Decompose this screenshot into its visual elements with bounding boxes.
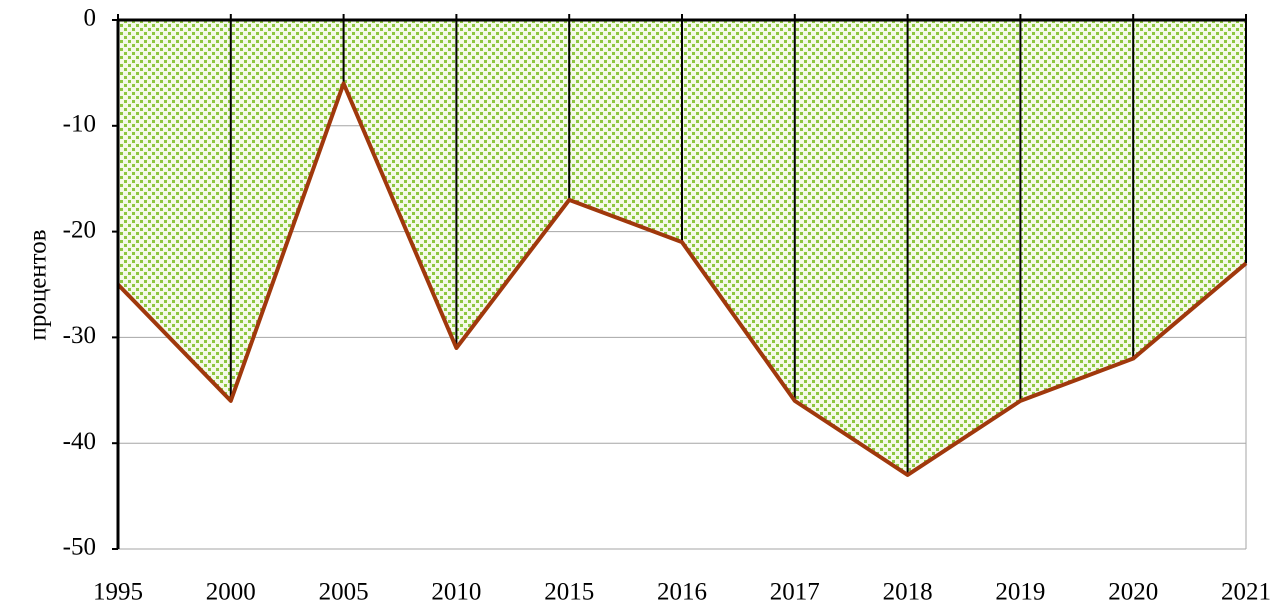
- area-fill: [118, 20, 1246, 475]
- x-tick-label: 2020: [1108, 579, 1158, 606]
- y-tick-label: 0: [84, 5, 97, 32]
- y-axis-label: процентов: [25, 229, 52, 340]
- x-tick-label: 1995: [93, 579, 143, 606]
- x-tick-label: 2015: [544, 579, 594, 606]
- y-tick-label: -40: [63, 428, 96, 455]
- y-tick-label: -30: [63, 322, 96, 349]
- y-tick-label: -10: [63, 111, 96, 138]
- x-tick-label: 2021: [1221, 579, 1271, 606]
- line: [116, 81, 1248, 477]
- x-tick-label: 2010: [431, 579, 481, 606]
- x-tick-label: 2019: [995, 579, 1045, 606]
- x-tick-label: 2018: [883, 579, 933, 606]
- x-tick-label: 2017: [770, 579, 820, 606]
- x-tick-label: 2016: [657, 579, 707, 606]
- x-tick-label: 2005: [319, 579, 369, 606]
- y-tick-label: -20: [63, 216, 96, 243]
- x-tick-label: 2000: [206, 579, 256, 606]
- y-tick-label: -50: [63, 534, 96, 561]
